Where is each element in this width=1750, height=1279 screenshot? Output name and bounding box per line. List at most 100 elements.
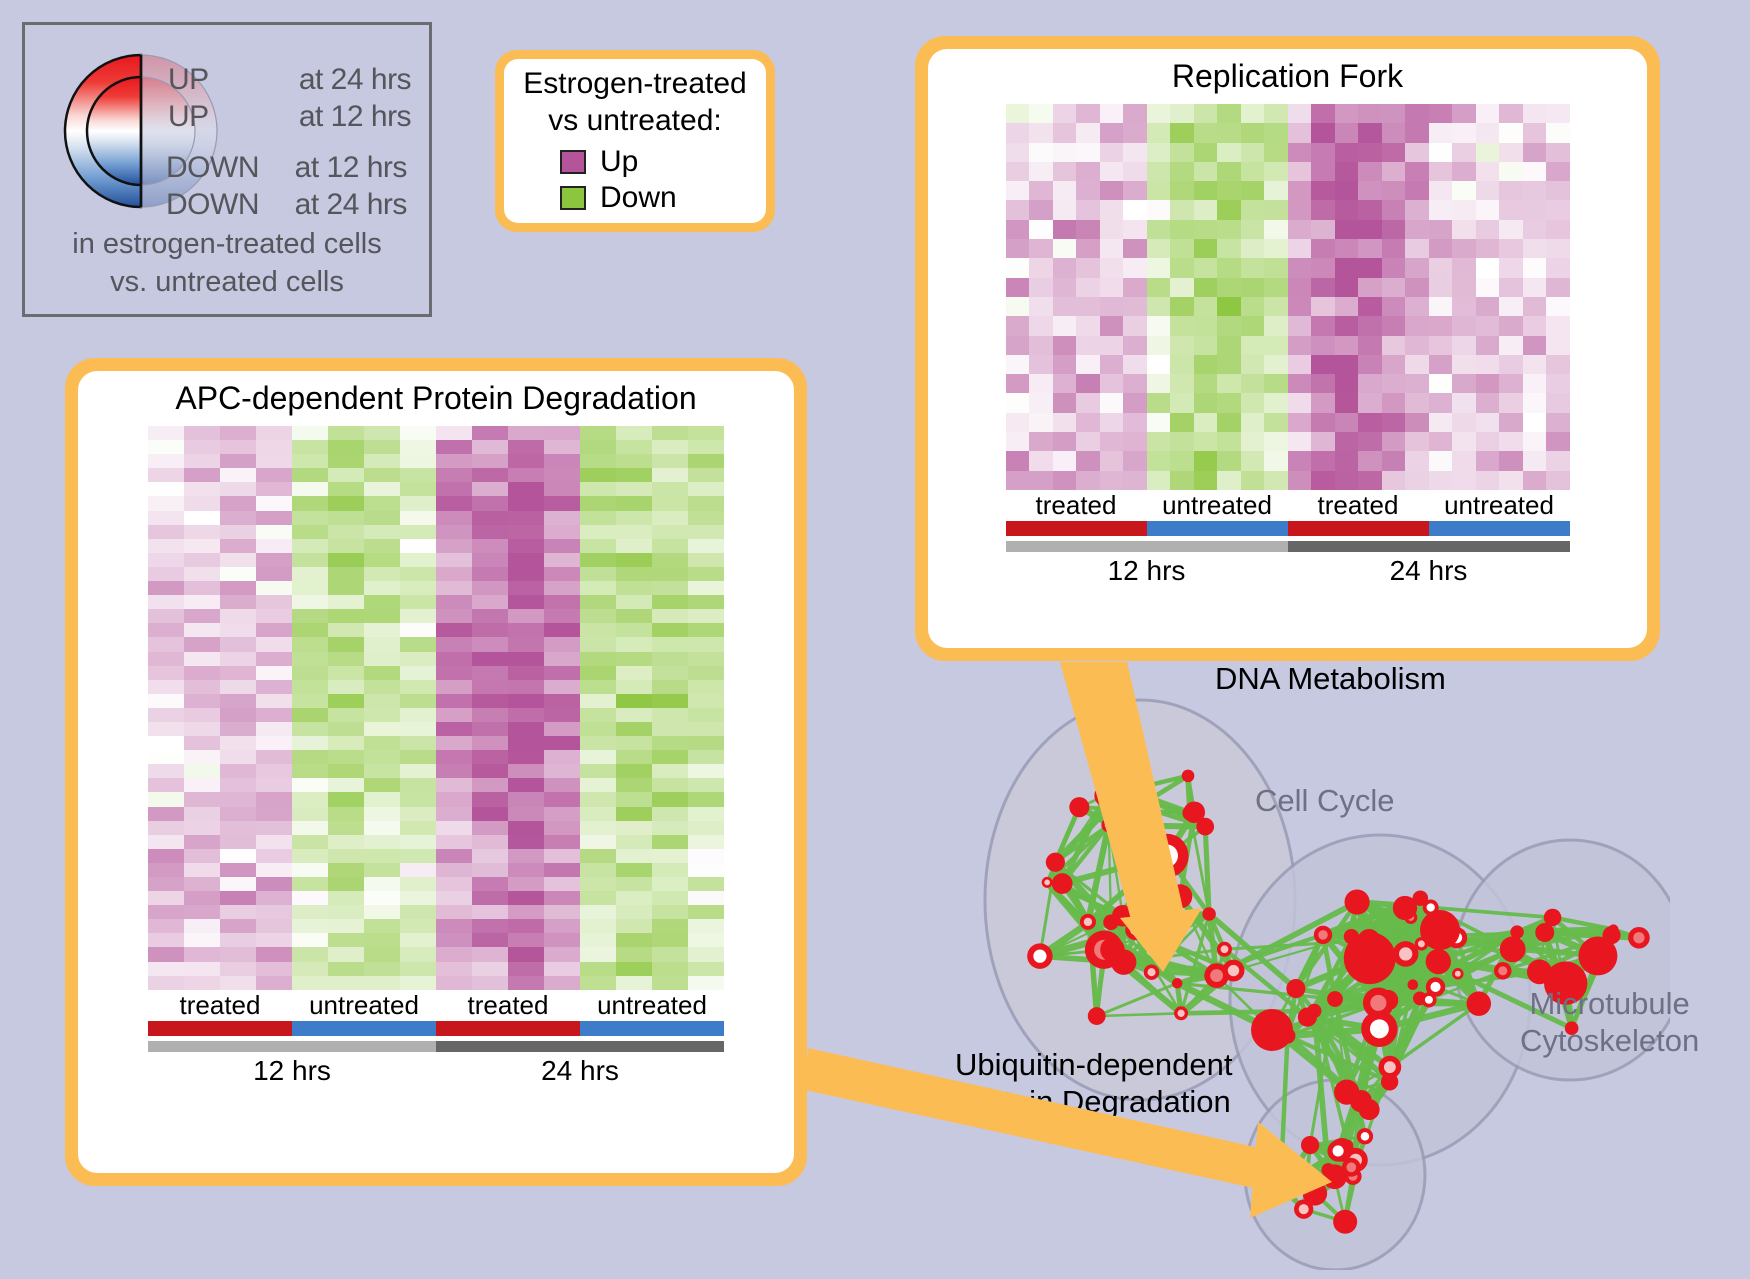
heatmap-cell bbox=[472, 961, 508, 976]
heatmap-cell bbox=[1405, 258, 1429, 278]
heatmap-cell bbox=[400, 482, 436, 497]
heatmap-cell bbox=[1358, 258, 1382, 278]
heatmap-cell bbox=[1193, 200, 1217, 220]
heatmap-cell bbox=[256, 679, 292, 694]
heatmap-cell bbox=[688, 693, 724, 708]
heatmap-cell bbox=[1311, 219, 1335, 240]
heatmap-cell bbox=[508, 454, 544, 469]
heatmap-cell bbox=[472, 482, 508, 497]
network-node bbox=[1181, 769, 1195, 783]
heatmap-cell bbox=[400, 806, 436, 821]
heatmap-cell bbox=[1146, 335, 1170, 355]
condition-label: treated bbox=[467, 990, 549, 1020]
heatmap-cell bbox=[148, 961, 184, 976]
network-node bbox=[1602, 926, 1621, 945]
heatmap-cell bbox=[1170, 432, 1194, 452]
time-color-bar bbox=[436, 1041, 724, 1052]
heatmap-cell bbox=[616, 552, 652, 567]
heatmap-cell bbox=[400, 848, 436, 863]
heatmap-cell bbox=[256, 891, 292, 906]
heatmap-cell bbox=[508, 764, 544, 779]
heatmap-cell bbox=[1287, 470, 1311, 490]
panel-replication-inner: Replication Fork treated untreated treated… bbox=[928, 49, 1647, 648]
heatmap-cell bbox=[616, 581, 652, 596]
heatmap-cell bbox=[688, 721, 724, 737]
heatmap-cell bbox=[688, 933, 724, 948]
heatmap-cell bbox=[328, 581, 364, 596]
heatmap-cell bbox=[256, 834, 292, 849]
heatmap-cell bbox=[688, 877, 724, 892]
heatmap-cell bbox=[1522, 239, 1546, 259]
heatmap-cell bbox=[400, 595, 436, 610]
heatmap-cell bbox=[652, 919, 688, 934]
heatmap-cell bbox=[1052, 393, 1076, 413]
heatmap-cell bbox=[544, 834, 580, 849]
heatmap-cell bbox=[328, 961, 364, 976]
condition-color-bar bbox=[580, 1021, 724, 1036]
heatmap-cell bbox=[148, 792, 184, 807]
heatmap-cell bbox=[1452, 181, 1476, 201]
heatmap-cell bbox=[328, 862, 364, 877]
heatmap-cell bbox=[1217, 412, 1241, 433]
heatmap-cell bbox=[1499, 296, 1523, 317]
heatmap-cell bbox=[580, 975, 616, 990]
heatmap-cell bbox=[616, 919, 652, 934]
heatmap-cell bbox=[544, 496, 580, 511]
heatmap-cell bbox=[328, 440, 364, 455]
heatmap-cell bbox=[1076, 432, 1100, 452]
heatmap-cell bbox=[1334, 393, 1358, 413]
heatmap-cell bbox=[436, 820, 472, 835]
heatmap-cell bbox=[328, 496, 364, 511]
heatmap-cell bbox=[1099, 123, 1123, 143]
heatmap-cell bbox=[616, 891, 652, 906]
heatmap-cell bbox=[616, 820, 652, 835]
heatmap-cell bbox=[1052, 104, 1076, 124]
heatmap-cell bbox=[1405, 277, 1429, 297]
heatmap-cell bbox=[292, 426, 328, 441]
heatmap-cell bbox=[1381, 200, 1405, 220]
heatmap-cell bbox=[1522, 181, 1546, 201]
heatmap-cell bbox=[1405, 104, 1429, 124]
heatmap-cell bbox=[220, 651, 256, 666]
heatmap-cell bbox=[688, 848, 724, 863]
heatmap-cell bbox=[652, 764, 688, 779]
heatmap-cell bbox=[616, 496, 652, 511]
heatmap-cell bbox=[1193, 296, 1217, 317]
heatmap-cell bbox=[364, 679, 400, 694]
heatmap-cell bbox=[580, 468, 616, 483]
heatmap-cell bbox=[472, 750, 508, 765]
heatmap-cell bbox=[364, 496, 400, 511]
heatmap-cell bbox=[1546, 470, 1570, 490]
network-node bbox=[1321, 1163, 1335, 1177]
heatmap-cell bbox=[616, 736, 652, 751]
heatmap-cell bbox=[652, 792, 688, 807]
heatmap-cell bbox=[652, 595, 688, 610]
heatmap-cell bbox=[400, 693, 436, 708]
heatmap-cell bbox=[1475, 296, 1499, 317]
heatmap-cell bbox=[292, 496, 328, 511]
time-labels-apc: 12 hrs 24 hrs bbox=[148, 1052, 724, 1087]
heatmap-cell bbox=[328, 595, 364, 610]
heatmap-cell bbox=[220, 905, 256, 920]
heatmap-cell bbox=[148, 468, 184, 483]
heatmap-cell bbox=[1076, 123, 1100, 143]
heatmap-cell bbox=[436, 482, 472, 497]
heatmap-cell bbox=[1240, 219, 1264, 240]
heatmap-cell bbox=[1099, 451, 1123, 471]
heatmap-cell bbox=[1499, 239, 1523, 259]
heatmap-cell bbox=[1005, 181, 1029, 201]
heatmap-cell bbox=[1076, 316, 1100, 336]
heatmap-cell bbox=[1005, 258, 1029, 278]
heatmap-cell bbox=[1217, 219, 1241, 240]
condition-labels-apc: treated untreated treated untreated bbox=[148, 990, 724, 1021]
network-node bbox=[1168, 884, 1193, 909]
heatmap-cell bbox=[1076, 374, 1100, 394]
heatmap-cell bbox=[1405, 335, 1429, 355]
heatmap-cell bbox=[1264, 239, 1288, 259]
heatmap-cell bbox=[184, 693, 220, 708]
cluster-label-microtubule-cytoskeleton: Microtubule Cytoskeleton bbox=[1520, 986, 1700, 1059]
heatmap-cell bbox=[1358, 451, 1382, 471]
time-color-bar bbox=[1287, 541, 1570, 552]
heatmap-cell bbox=[1475, 104, 1499, 124]
heatmap-cell bbox=[292, 891, 328, 906]
